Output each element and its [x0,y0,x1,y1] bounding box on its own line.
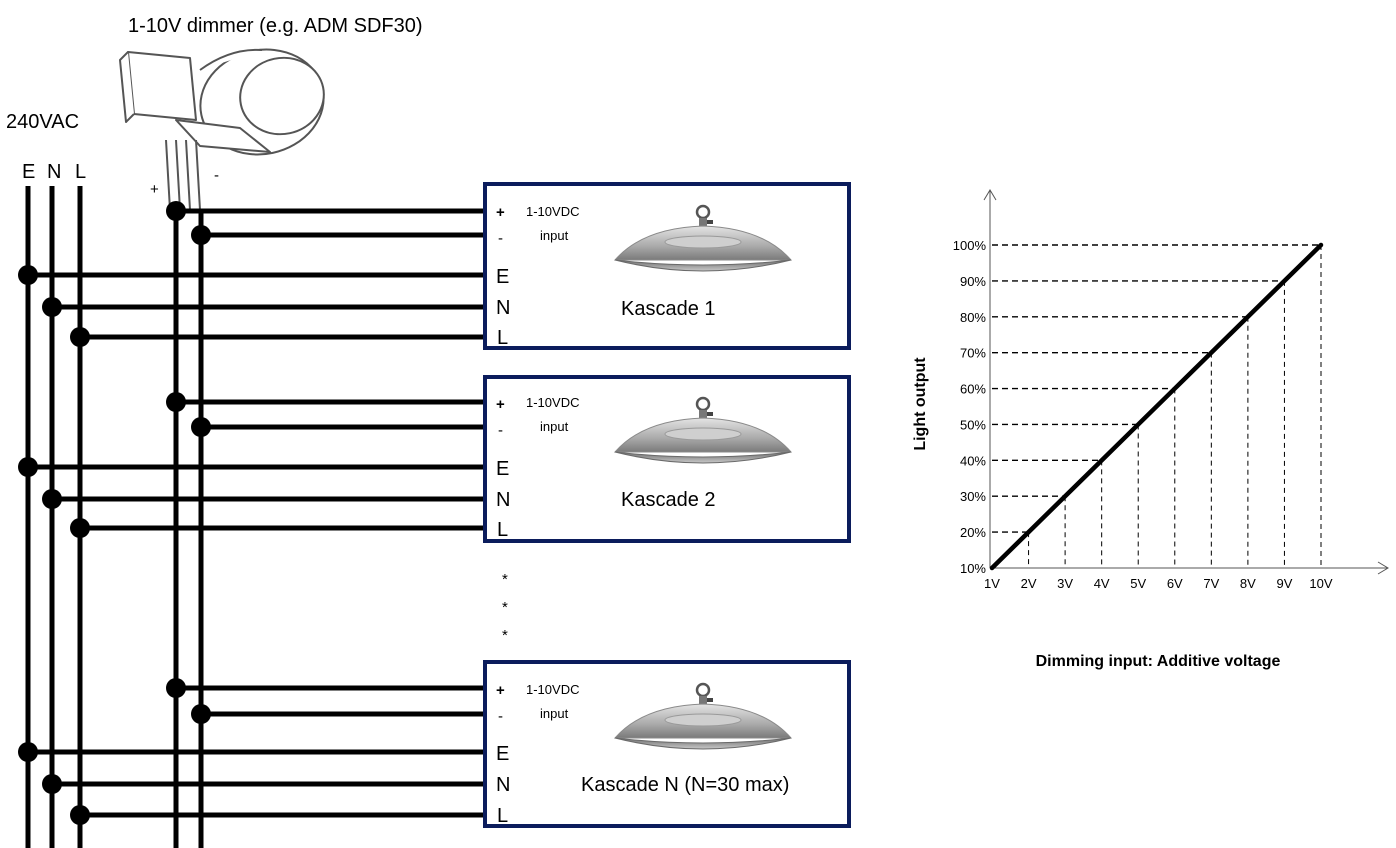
chart-y-label: Light output [912,357,929,451]
kascade-n-group: + - 1-10VDC input E N L Kascade N (N=30 … [18,660,851,828]
x-axis-arrow [1377,561,1389,575]
chart-x-tick-labels: 1V 2V 3V 4V 5V 6V 7V 8V 9V 10V [984,576,1333,591]
x-tick-label: 7V [1203,576,1219,591]
y-tick-label: 30% [960,489,986,504]
supply-label: 240VAC [6,111,79,133]
kascade-2-e: E [496,458,509,480]
kascade-1-input-line1: 1-10VDC [526,204,579,219]
kascade-n-n: N [496,774,510,796]
y-tick-label: 100% [953,238,987,253]
y-tick-label: 10% [960,561,986,576]
chart-guide-lines [992,244,1322,568]
kascade-1-name: Kascade 1 [621,298,716,320]
y-tick-label: 60% [960,382,986,397]
y-tick-label: 70% [960,346,986,361]
dimmer-title: 1-10V dimmer (e.g. ADM SDF30) [128,15,423,37]
chart-y-tick-labels: 10% 20% 30% 40% 50% 60% 70% 80% 90% 100% [953,238,987,576]
x-tick-label: 2V [1021,576,1037,591]
ellipsis-3: * [502,627,508,644]
y-tick-label: 80% [960,310,986,325]
kascade-1-input-line2: input [540,228,569,243]
series-line [989,242,1324,571]
kascade-1-minus: - [498,230,503,247]
kascade-1-e: E [496,266,509,288]
y-tick-label: 40% [960,453,986,468]
dimmer-illustration [119,48,325,211]
kascade-n-l: L [497,805,508,827]
y-axis-arrow [983,189,997,201]
x-tick-label: 10V [1309,576,1332,591]
kascade-n-name: Kascade N (N=30 max) [581,774,789,796]
y-tick-label: 20% [960,525,986,540]
kascade-n-e: E [496,743,509,765]
supply-terminal-n: N [47,161,61,183]
y-tick-label: 50% [960,417,986,432]
kascade-1-box [483,182,851,350]
kascade-n-minus: - [498,708,503,725]
kascade-n-input-line1: 1-10VDC [526,682,579,697]
kascade-2-input-line1: 1-10VDC [526,395,579,410]
kascade-2-l: L [497,519,508,541]
kascade-1-l: L [497,327,508,349]
kascade-n-input-line2: input [540,706,569,721]
kascade-n-plus: + [496,682,505,699]
supply-terminal-l: L [75,161,86,183]
kascade-2-n: N [496,489,510,511]
dimmer-minus-label: - [214,167,219,184]
x-tick-label: 4V [1094,576,1110,591]
x-tick-label: 3V [1057,576,1073,591]
ellipsis-1: * [502,571,508,588]
x-tick-label: 1V [984,576,1000,591]
x-tick-label: 6V [1167,576,1183,591]
ellipsis-2: * [502,599,508,616]
y-tick-label: 90% [960,274,986,289]
x-tick-label: 8V [1240,576,1256,591]
chart-series [989,242,1324,571]
kascade-1-plus: + [496,204,505,221]
x-tick-label: 9V [1276,576,1292,591]
kascade-2-plus: + [496,396,505,413]
supply-bus [25,186,83,848]
dimming-curve-chart: 10% 20% 30% 40% 50% 60% 70% 80% 90% 100% 1V 2V 3V 4V… [912,189,1389,670]
kascade-2-name: Kascade 2 [621,489,716,511]
chart-x-label: Dimming input: Additive voltage [1036,653,1281,670]
kascade-2-input-line2: input [540,419,569,434]
x-tick-label: 5V [1130,576,1146,591]
kascade-2-minus: - [498,422,503,439]
kascade-2-group: + - 1-10VDC input E N L Kascade 2 [18,375,851,543]
supply-terminal-e: E [22,161,35,183]
kascade-1-n: N [496,297,510,319]
kascade-1-group: + - 1-10VDC input E N L Kascade 1 [18,182,851,350]
dimmer-plus-label: + [150,181,159,198]
